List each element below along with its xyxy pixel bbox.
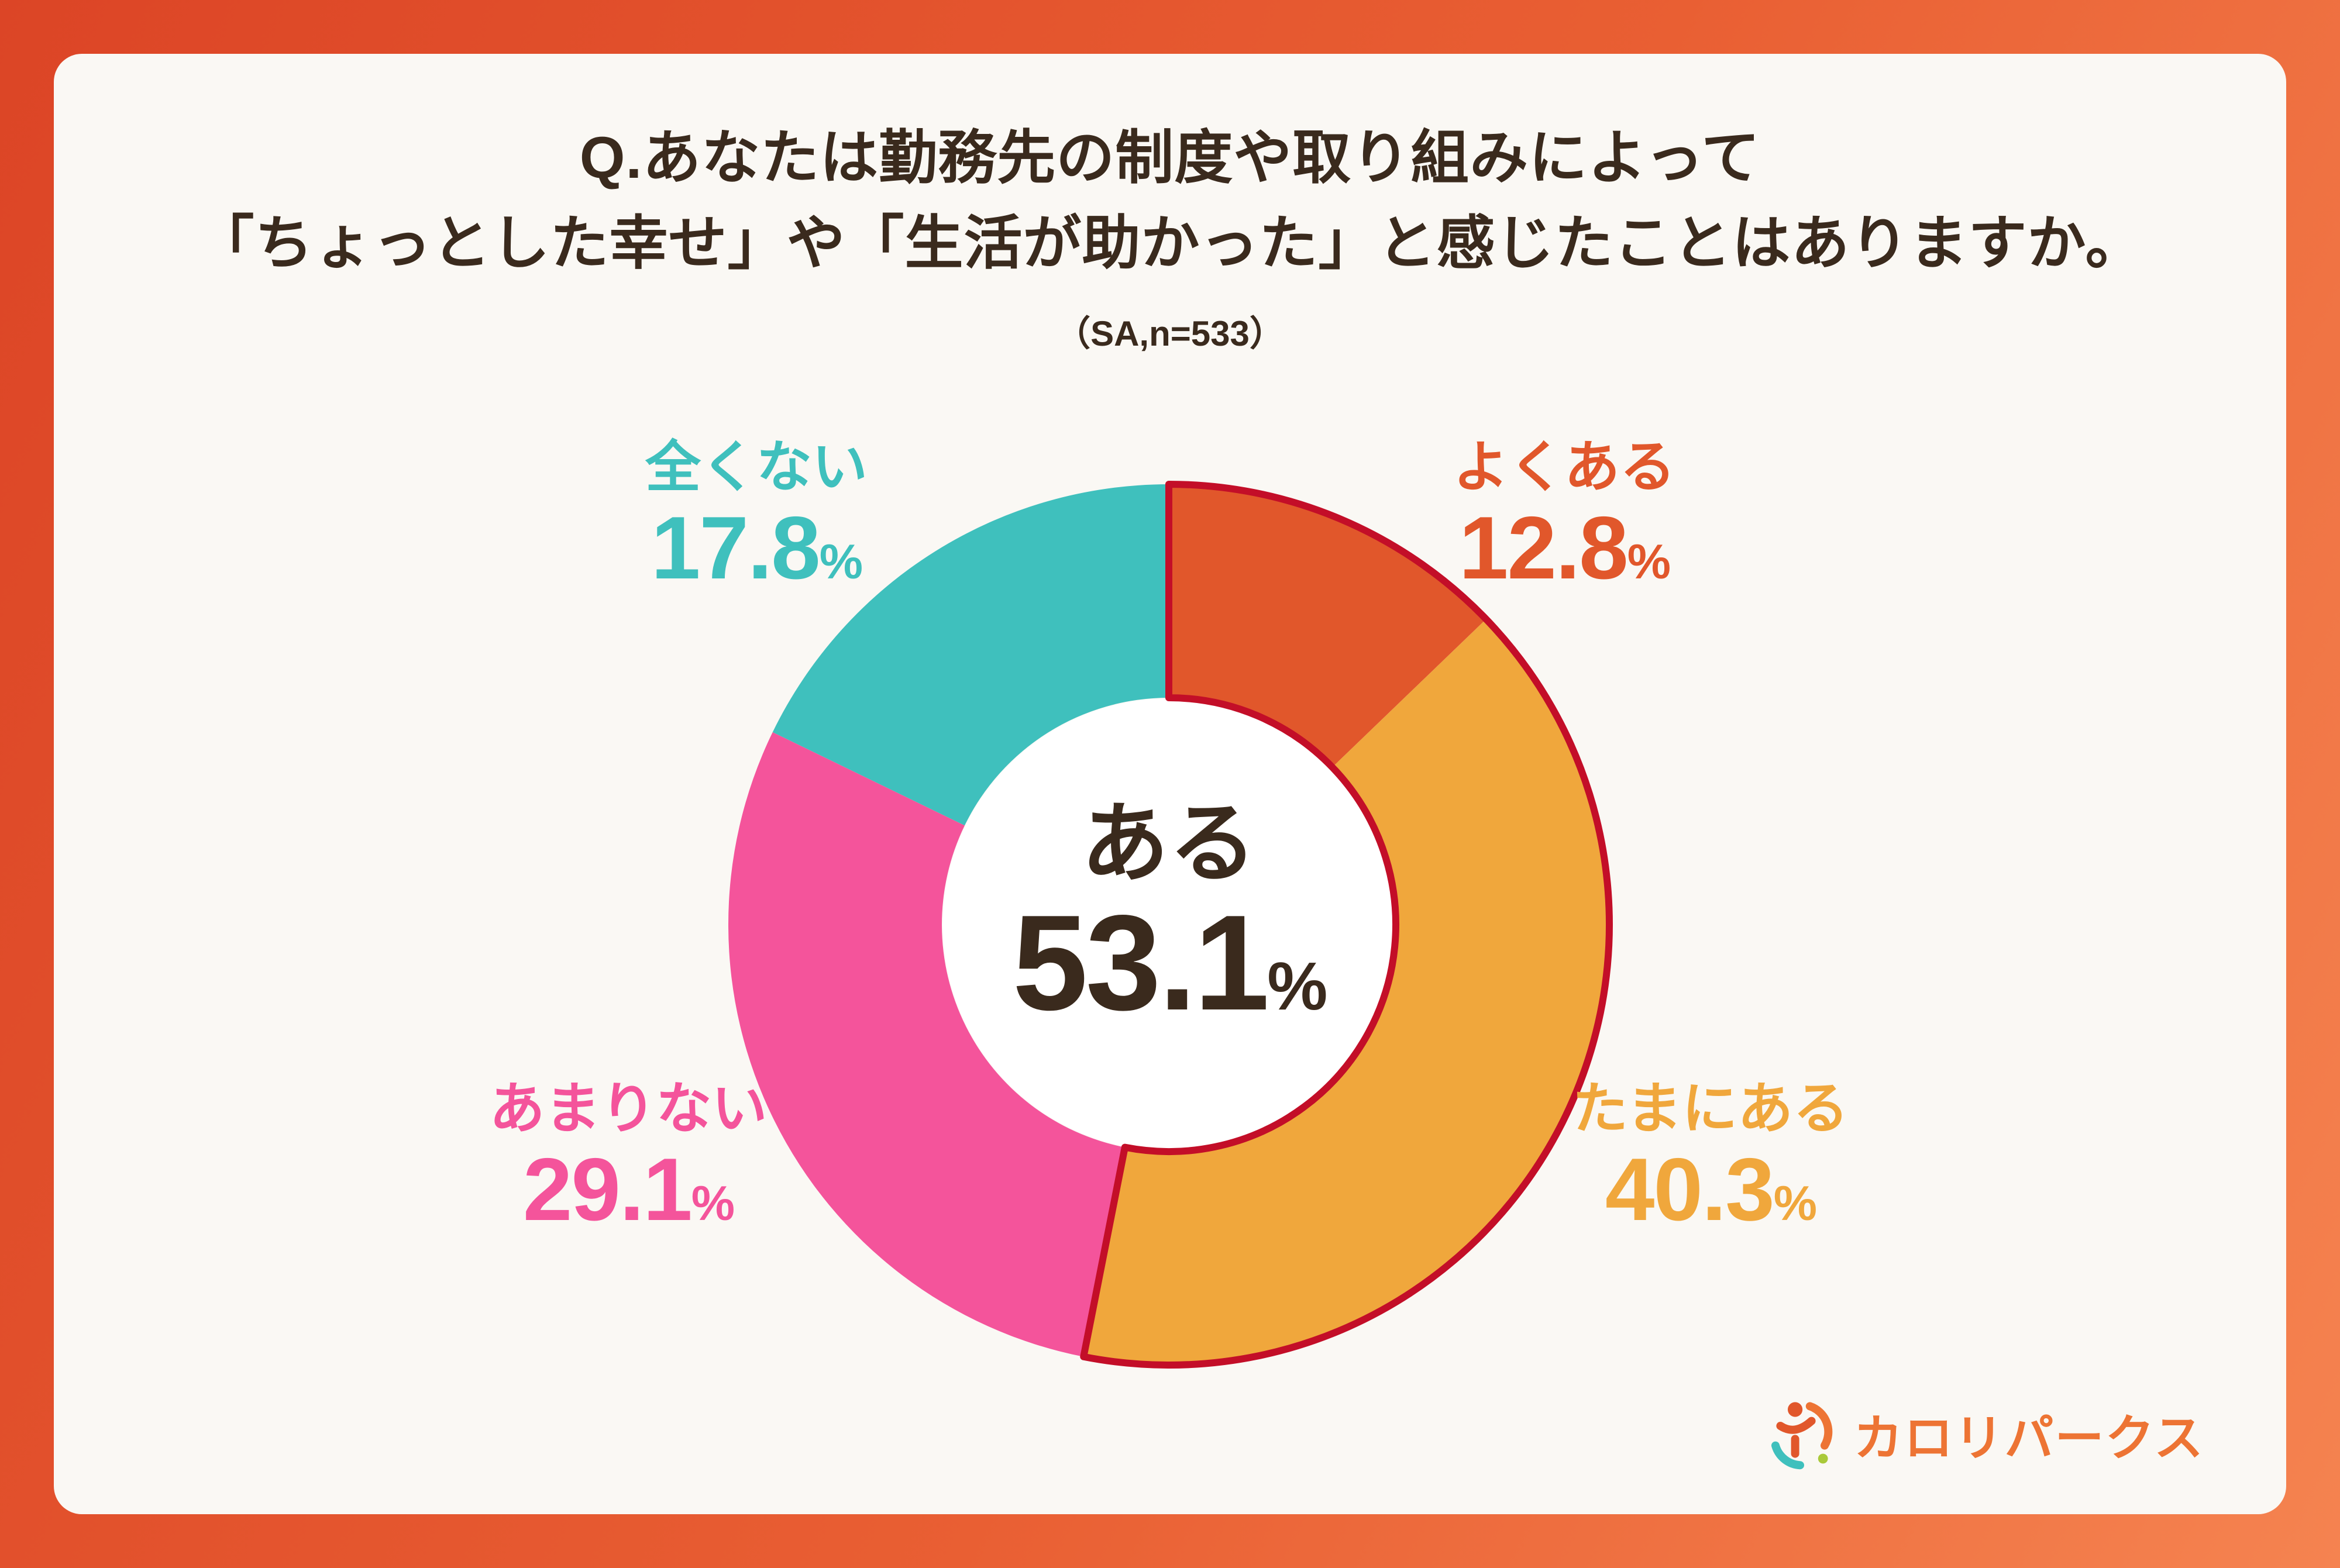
sample-size-note: （SA,n=533） [1055,314,1285,353]
segment-value: 29.1% [489,1140,767,1239]
center-group-name: ある [1080,794,1257,892]
segment-label-amarinai: あまりない 29.1% [489,1078,767,1239]
donut-segment-たまにある [1083,619,1610,1366]
segment-value-number: 17.8 [651,498,821,598]
kalori-parks-logo-icon [1771,1402,1832,1470]
percent-sign: % [1627,533,1671,589]
segment-value: 40.3% [1572,1140,1849,1239]
chart-title-line1: Q.あなたは勤務先の制度や取り組みによって [579,125,1761,191]
brand-logo-text: カロリパークス [1853,1410,2204,1466]
center-group-value: 53.1% [1013,892,1328,1035]
segment-value: 17.8% [645,498,868,598]
segment-label-zenkunai: 全くない 17.8% [645,437,868,598]
segment-name: 全くない [645,436,868,498]
segment-label-yokuaru: よくある 12.8% [1453,437,1675,598]
segment-value-number: 40.3 [1605,1139,1775,1239]
segment-name: あまりない [489,1078,768,1140]
percent-sign: % [691,1175,735,1231]
donut-segment-全くない [772,484,1169,826]
chart-title-line2: 「ちょっとした幸せ」や「生活が助かった」と感じたことはありますか。 [195,211,2145,276]
donut-chart-svg [728,481,1613,1369]
donut-segment-あまりない [728,732,1125,1357]
segment-value: 12.8% [1453,498,1675,598]
center-value-number: 53.1 [1012,887,1270,1039]
segment-name: よくある [1453,436,1676,498]
chart-title: Q.あなたは勤務先の制度や取り組みによって 「ちょっとした幸せ」や「生活が助かっ… [54,115,2286,286]
donut-center-label: ある 53.1% [1013,794,1328,1035]
chart-panel: Q.あなたは勤務先の制度や取り組みによって 「ちょっとした幸せ」や「生活が助かっ… [54,54,2286,1514]
percent-sign: % [819,533,863,589]
highlight-group-outline [1080,481,1613,1369]
donut-chart [713,468,1625,1381]
segment-value-number: 12.8 [1458,498,1629,598]
segment-value-number: 29.1 [522,1139,693,1239]
brand-logo: カロリパークス [1759,1393,2204,1475]
segment-label-tamaniaru: たまにある 40.3% [1572,1078,1849,1239]
donut-hole [942,698,1395,1151]
percent-sign: % [1267,948,1327,1024]
percent-sign: % [1773,1175,1817,1231]
segment-name: たまにある [1572,1078,1849,1140]
